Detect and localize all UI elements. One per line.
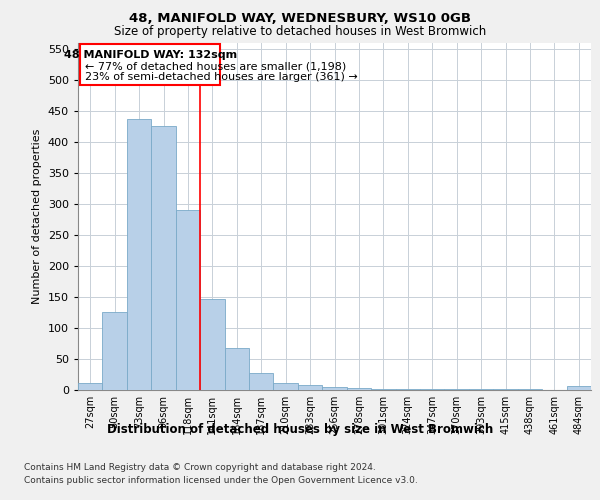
- Text: ← 77% of detached houses are smaller (1,198): ← 77% of detached houses are smaller (1,…: [85, 61, 347, 71]
- Text: 23% of semi-detached houses are larger (361) →: 23% of semi-detached houses are larger (…: [85, 72, 358, 83]
- Bar: [151, 126, 176, 390]
- Text: Distribution of detached houses by size in West Bromwich: Distribution of detached houses by size …: [107, 422, 493, 436]
- Text: Size of property relative to detached houses in West Bromwich: Size of property relative to detached ho…: [114, 25, 486, 38]
- Bar: [224, 348, 249, 390]
- Bar: [347, 388, 371, 390]
- Bar: [322, 387, 347, 390]
- Bar: [127, 119, 151, 390]
- Bar: [78, 382, 103, 390]
- Bar: [298, 385, 322, 390]
- Bar: [566, 386, 591, 390]
- Bar: [176, 210, 200, 390]
- Text: 48, MANIFOLD WAY, WEDNESBURY, WS10 0GB: 48, MANIFOLD WAY, WEDNESBURY, WS10 0GB: [129, 12, 471, 26]
- Bar: [80, 44, 220, 84]
- Text: 48 MANIFOLD WAY: 132sqm: 48 MANIFOLD WAY: 132sqm: [64, 50, 236, 60]
- Bar: [103, 312, 127, 390]
- Y-axis label: Number of detached properties: Number of detached properties: [32, 128, 42, 304]
- Text: Contains HM Land Registry data © Crown copyright and database right 2024.: Contains HM Land Registry data © Crown c…: [24, 462, 376, 471]
- Bar: [371, 389, 395, 390]
- Bar: [274, 383, 298, 390]
- Text: Contains public sector information licensed under the Open Government Licence v3: Contains public sector information licen…: [24, 476, 418, 485]
- Bar: [249, 373, 274, 390]
- Bar: [200, 299, 224, 390]
